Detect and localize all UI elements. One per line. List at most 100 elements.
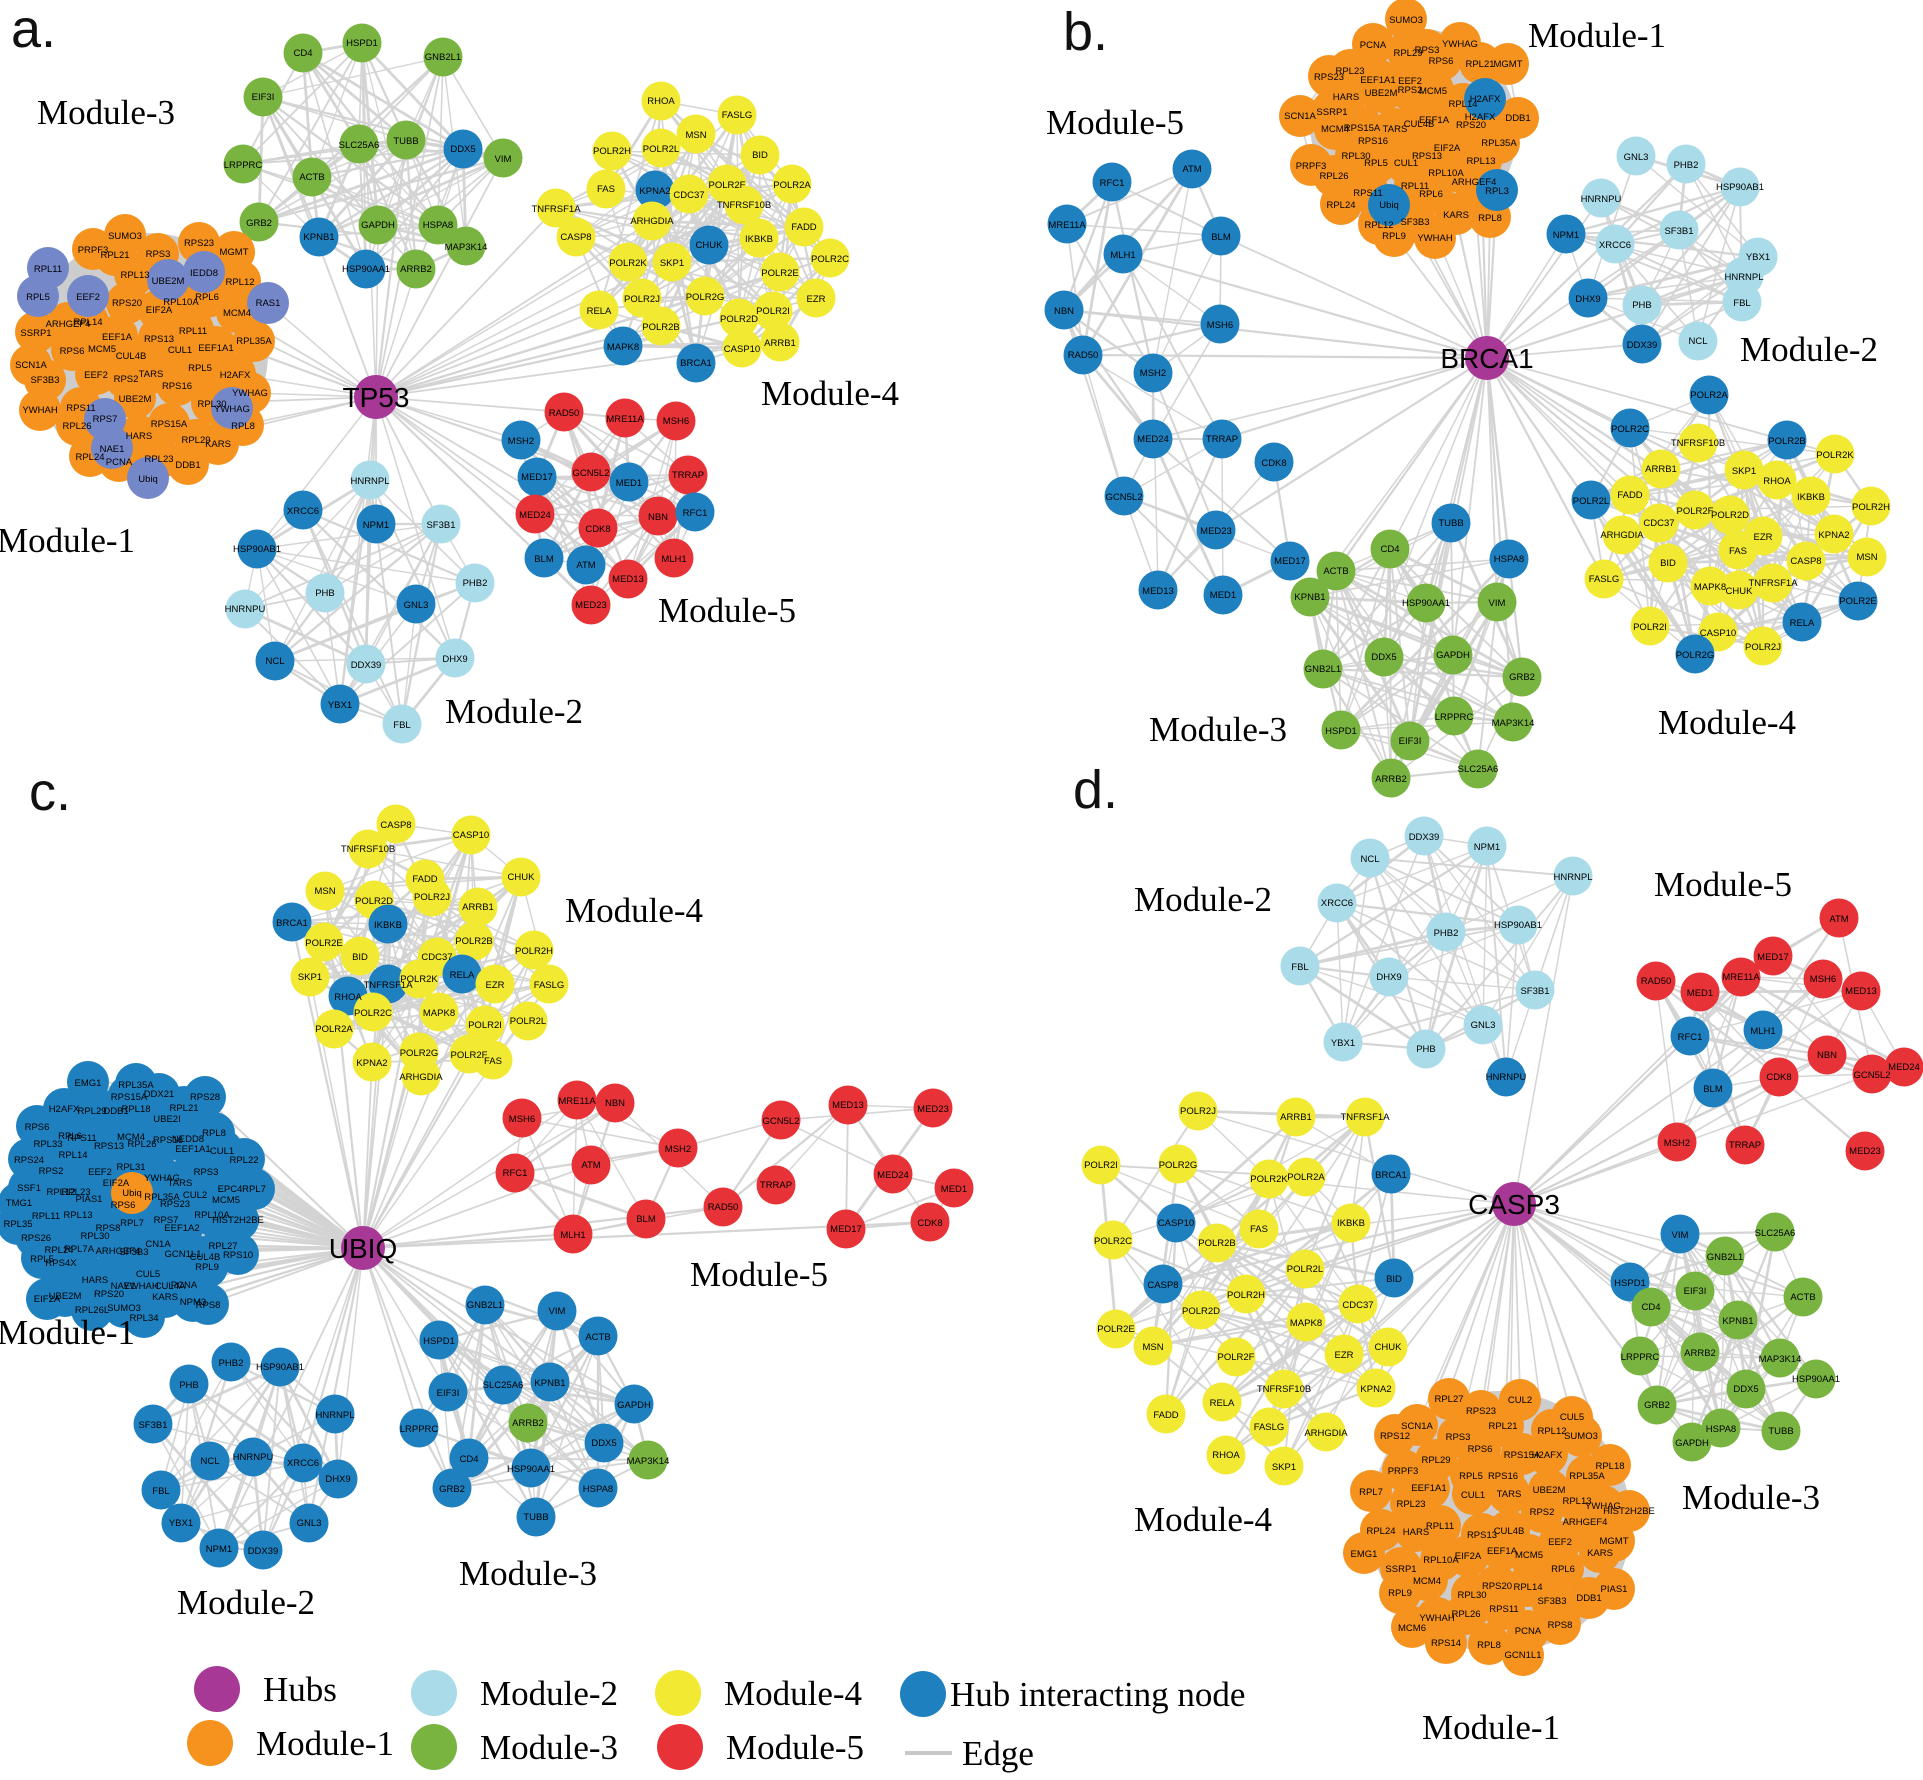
svg-text:Module-2: Module-2 bbox=[445, 692, 583, 731]
svg-text:MAPK8: MAPK8 bbox=[1290, 1318, 1322, 1329]
svg-text:GRB2: GRB2 bbox=[246, 218, 272, 229]
svg-text:POLR2F: POLR2F bbox=[709, 180, 746, 191]
svg-text:EEF1A2: EEF1A2 bbox=[164, 1223, 199, 1234]
svg-text:BLM: BLM bbox=[636, 1214, 656, 1225]
svg-text:EEF1A1: EEF1A1 bbox=[1360, 75, 1395, 86]
svg-text:RPS16: RPS16 bbox=[162, 381, 192, 392]
svg-text:ARRB1: ARRB1 bbox=[1280, 1112, 1312, 1123]
svg-text:IEDD8: IEDD8 bbox=[190, 268, 218, 279]
svg-text:HSPA8: HSPA8 bbox=[423, 220, 453, 231]
svg-text:RPS16: RPS16 bbox=[1488, 1471, 1518, 1482]
svg-text:RPS11: RPS11 bbox=[1353, 188, 1382, 199]
svg-text:TP53: TP53 bbox=[343, 382, 410, 413]
svg-text:MED13: MED13 bbox=[1142, 586, 1174, 597]
svg-text:RPS6: RPS6 bbox=[1468, 1444, 1493, 1455]
svg-text:HNRNPU: HNRNPU bbox=[1581, 194, 1622, 205]
svg-text:MED13: MED13 bbox=[1845, 986, 1877, 997]
svg-text:PHB2: PHB2 bbox=[463, 578, 488, 589]
svg-text:MED1: MED1 bbox=[616, 478, 642, 489]
svg-text:RPL14: RPL14 bbox=[1513, 1582, 1542, 1593]
svg-text:MED24: MED24 bbox=[1137, 434, 1169, 445]
svg-text:SUMO3: SUMO3 bbox=[1564, 1431, 1598, 1442]
svg-text:BID: BID bbox=[352, 952, 368, 963]
svg-text:MGMT: MGMT bbox=[1599, 1536, 1628, 1547]
svg-text:VIM: VIM bbox=[1672, 1230, 1689, 1241]
svg-text:NBN: NBN bbox=[605, 1098, 625, 1109]
svg-text:IKBKB: IKBKB bbox=[1797, 492, 1825, 503]
svg-text:YWHAH: YWHAH bbox=[22, 405, 58, 416]
svg-text:MAP3K14: MAP3K14 bbox=[445, 242, 488, 253]
svg-text:HNRNPL: HNRNPL bbox=[1553, 872, 1592, 883]
svg-text:GCN1L1: GCN1L1 bbox=[1505, 1650, 1542, 1661]
svg-text:RAD50: RAD50 bbox=[1641, 976, 1672, 987]
svg-text:ARRB1: ARRB1 bbox=[1645, 464, 1677, 475]
svg-text:GRB2: GRB2 bbox=[1509, 672, 1535, 683]
svg-text:GRB2: GRB2 bbox=[1644, 1400, 1670, 1411]
svg-text:POLR2G: POLR2G bbox=[1676, 650, 1715, 661]
svg-text:MED23: MED23 bbox=[575, 600, 607, 611]
svg-text:POLR2G: POLR2G bbox=[686, 292, 725, 303]
svg-text:RELA: RELA bbox=[450, 970, 475, 981]
svg-text:EIF3I: EIF3I bbox=[252, 92, 275, 103]
svg-text:VIM: VIM bbox=[1489, 598, 1506, 609]
svg-text:MSH2: MSH2 bbox=[1664, 1138, 1690, 1149]
svg-text:POLR2A: POLR2A bbox=[315, 1024, 353, 1035]
svg-text:TNFRSF10B: TNFRSF10B bbox=[341, 844, 395, 855]
svg-text:HSP90AB1: HSP90AB1 bbox=[1494, 920, 1542, 931]
svg-text:Module-1: Module-1 bbox=[0, 1313, 135, 1352]
svg-text:GCN5L2: GCN5L2 bbox=[1854, 1070, 1891, 1081]
svg-text:POLR2G: POLR2G bbox=[1159, 1160, 1198, 1171]
svg-text:ARHGEF4: ARHGEF4 bbox=[1563, 1517, 1608, 1528]
svg-text:d.: d. bbox=[1073, 760, 1118, 820]
svg-text:TARS: TARS bbox=[168, 1178, 193, 1189]
svg-text:MCM5: MCM5 bbox=[1419, 86, 1447, 97]
svg-text:ACTB: ACTB bbox=[1323, 566, 1348, 577]
svg-text:RPL9: RPL9 bbox=[1382, 231, 1406, 242]
svg-text:ARHGDIA: ARHGDIA bbox=[1304, 1428, 1348, 1439]
svg-text:FADD: FADD bbox=[1617, 490, 1642, 501]
svg-text:ARRB2: ARRB2 bbox=[1684, 1348, 1716, 1359]
svg-text:POLR2L: POLR2L bbox=[1287, 1264, 1323, 1275]
svg-text:MAP3K14: MAP3K14 bbox=[1759, 1354, 1802, 1365]
svg-text:FAS: FAS bbox=[484, 1056, 502, 1067]
svg-text:EIF2A: EIF2A bbox=[34, 1294, 61, 1305]
svg-text:RPS8: RPS8 bbox=[1548, 1620, 1573, 1631]
svg-text:POLR2C: POLR2C bbox=[811, 254, 849, 265]
svg-text:ARRB2: ARRB2 bbox=[400, 264, 432, 275]
svg-text:MSH2: MSH2 bbox=[508, 436, 534, 447]
svg-text:YWHAH: YWHAH bbox=[123, 1281, 159, 1292]
svg-text:RPS3: RPS3 bbox=[194, 1167, 219, 1178]
svg-text:NPM1: NPM1 bbox=[363, 520, 389, 531]
svg-text:PHB: PHB bbox=[315, 588, 335, 599]
svg-text:GCN5L2: GCN5L2 bbox=[1106, 492, 1143, 503]
svg-text:ACTB: ACTB bbox=[299, 172, 324, 183]
svg-text:RPL3: RPL3 bbox=[1485, 186, 1509, 197]
svg-text:RELA: RELA bbox=[1210, 1398, 1235, 1409]
svg-text:PCNA: PCNA bbox=[1360, 40, 1387, 51]
svg-text:DHX9: DHX9 bbox=[442, 654, 467, 665]
svg-text:GNB2L1: GNB2L1 bbox=[425, 52, 461, 63]
svg-text:Edge: Edge bbox=[962, 1734, 1034, 1773]
svg-text:MAPK8: MAPK8 bbox=[1694, 582, 1726, 593]
svg-text:CHUK: CHUK bbox=[696, 240, 724, 251]
svg-text:RPS15A: RPS15A bbox=[111, 1092, 148, 1103]
svg-text:RAD50: RAD50 bbox=[708, 1202, 739, 1213]
svg-text:RPL30: RPL30 bbox=[80, 1231, 109, 1242]
svg-text:YWHAG: YWHAG bbox=[214, 404, 250, 415]
svg-text:SLC25A6: SLC25A6 bbox=[1755, 1228, 1796, 1239]
svg-text:Hubs: Hubs bbox=[263, 1670, 337, 1709]
svg-text:FBL: FBL bbox=[393, 720, 410, 731]
svg-text:MED1: MED1 bbox=[941, 1184, 967, 1195]
svg-text:EMG1: EMG1 bbox=[1351, 1549, 1378, 1560]
svg-text:RPS6: RPS6 bbox=[111, 1200, 136, 1211]
svg-text:EIF3I: EIF3I bbox=[1684, 1286, 1707, 1297]
svg-text:CASP10: CASP10 bbox=[1700, 628, 1736, 639]
svg-text:UBIQ: UBIQ bbox=[329, 1233, 397, 1264]
svg-text:RPL5: RPL5 bbox=[26, 292, 50, 303]
svg-text:RELA: RELA bbox=[1790, 618, 1815, 629]
svg-text:Ubiq: Ubiq bbox=[122, 1188, 142, 1199]
svg-text:SCN1A: SCN1A bbox=[1284, 111, 1316, 122]
svg-text:YWHAG: YWHAG bbox=[232, 388, 268, 399]
svg-text:RPL7: RPL7 bbox=[1359, 1487, 1383, 1498]
svg-text:HNRNPU: HNRNPU bbox=[225, 604, 266, 615]
